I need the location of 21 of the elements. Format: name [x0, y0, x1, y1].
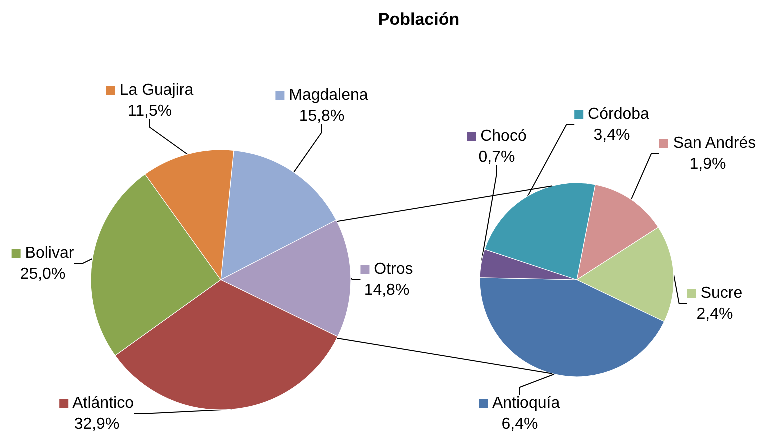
- data-label: 11,5%: [128, 103, 172, 120]
- legend-label: Atlántico: [69, 395, 134, 412]
- data-label: 14,8%: [364, 282, 410, 299]
- chart-title: Población: [378, 10, 460, 29]
- legend-label: Antioquía: [488, 395, 560, 412]
- data-label: 0,7%: [478, 149, 516, 166]
- legend-label: Bolivar: [20, 245, 75, 262]
- data-label: 25,0%: [20, 266, 66, 283]
- data-label: 6,4%: [502, 416, 538, 433]
- data-label: 15,8%: [299, 108, 345, 125]
- data-label: 3,4%: [594, 127, 630, 144]
- legend-label: Otros: [370, 261, 414, 278]
- data-label: 2,4%: [696, 306, 734, 323]
- data-label: 1,9%: [690, 156, 726, 173]
- legend-label: Magdalena: [284, 87, 368, 104]
- data-label: 32,9%: [74, 416, 120, 433]
- legend-label: La Guajira: [115, 82, 194, 99]
- legend-label: Córdoba: [584, 106, 650, 123]
- legend-label: San Andrés: [668, 135, 756, 152]
- legend-label: Sucre: [696, 285, 743, 302]
- legend-label: Chocó: [476, 128, 527, 145]
